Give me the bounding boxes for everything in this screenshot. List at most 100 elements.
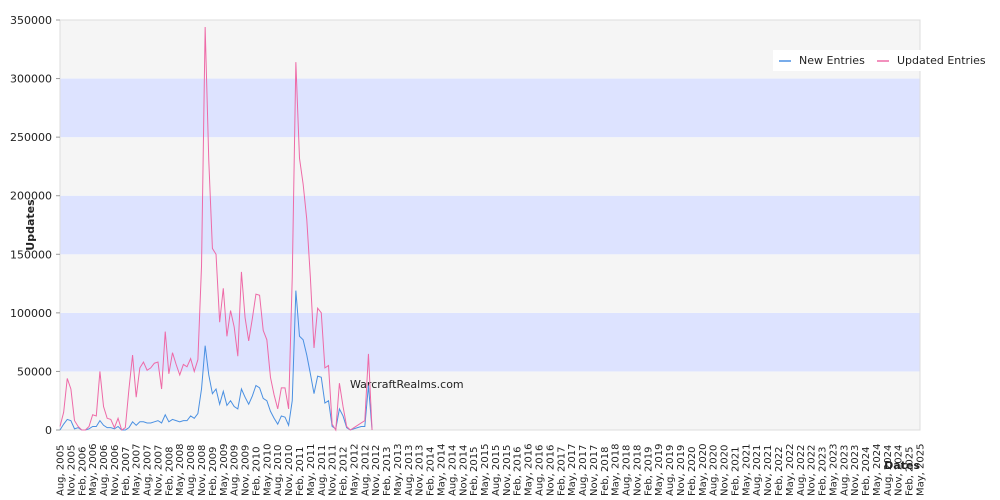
- x-tick-label: Aug, 2006: [99, 445, 110, 496]
- series-line: [59, 27, 373, 432]
- x-axis-label: Dates: [884, 459, 920, 472]
- x-tick-label: Feb, 2021: [730, 446, 741, 496]
- y-tick-label: 0: [45, 424, 52, 437]
- x-tick-label: Feb, 2022: [774, 446, 785, 496]
- x-tick-label: Feb, 2013: [382, 446, 393, 496]
- x-tick-label: Nov, 2010: [284, 445, 295, 496]
- x-tick-label: May, 2025: [916, 444, 927, 496]
- y-tick-label: 150000: [10, 248, 52, 261]
- x-tick-label: Nov, 2012: [371, 445, 382, 496]
- x-tick-label: Aug, 2005: [56, 445, 67, 496]
- x-tick-label: Aug, 2011: [317, 445, 328, 496]
- grid-band: [60, 195, 920, 255]
- x-tick-label: Nov, 2018: [632, 445, 643, 496]
- x-tick-label: Feb, 2012: [339, 446, 350, 496]
- x-tick-label: May, 2007: [132, 444, 143, 496]
- x-tick-label: Aug, 2007: [143, 445, 154, 496]
- x-tick-label: May, 2023: [828, 444, 839, 496]
- grid-band: [60, 78, 920, 138]
- plot-frame: [59, 19, 921, 431]
- x-tick-label: Nov, 2017: [589, 445, 600, 496]
- x-tick-label: May, 2014: [437, 444, 448, 496]
- x-tick-label: May, 2012: [349, 444, 360, 496]
- x-tick-label: Feb, 2016: [513, 446, 524, 496]
- x-tick-label: Feb, 2024: [861, 446, 872, 496]
- x-tick-label: May, 2024: [872, 444, 883, 496]
- legend-label: Updated Entries: [897, 54, 986, 67]
- x-tick-label: May, 2008: [175, 444, 186, 496]
- x-tick-label: May, 2009: [219, 444, 230, 496]
- y-tick-label: 350000: [10, 14, 52, 27]
- x-tick-label: Aug, 2015: [491, 445, 502, 496]
- y-axis-label: Updates: [24, 199, 37, 251]
- x-tick-label: Aug, 2017: [578, 445, 589, 496]
- x-tick-label: Feb, 2014: [426, 446, 437, 496]
- x-tick-label: Feb, 2009: [208, 446, 219, 496]
- grid-band: [60, 254, 920, 313]
- x-tick-label: May, 2022: [785, 444, 796, 496]
- x-tick-label: Feb, 2018: [600, 446, 611, 496]
- grid-band: [60, 371, 920, 430]
- x-tick-label: Nov, 2005: [66, 445, 77, 496]
- y-tick-label: 250000: [10, 131, 52, 144]
- x-tick-label: Nov, 2016: [545, 445, 556, 496]
- x-tick-label: Nov, 2021: [763, 445, 774, 496]
- x-tick-label: Aug, 2009: [230, 445, 241, 496]
- legend-label: New Entries: [799, 54, 865, 67]
- x-tick-label: Aug, 2019: [665, 445, 676, 496]
- y-tick-label: 200000: [10, 190, 52, 203]
- x-tick-label: Nov, 2006: [110, 445, 121, 496]
- x-tick-label: Aug, 2008: [186, 445, 197, 496]
- x-tick-label: May, 2017: [567, 444, 578, 496]
- x-tick-label: May, 2015: [480, 444, 491, 496]
- x-tick-label: Aug, 2014: [447, 445, 458, 496]
- x-tick-label: Aug, 2021: [752, 445, 763, 496]
- x-tick-label: Nov, 2009: [241, 445, 252, 496]
- x-tick-label: May, 2010: [262, 444, 273, 496]
- x-tick-label: May, 2013: [393, 444, 404, 496]
- x-tick-label: Feb, 2008: [164, 446, 175, 496]
- x-tick-label: May, 2019: [654, 444, 665, 496]
- x-tick-label: Nov, 2008: [197, 445, 208, 496]
- x-tick-label: Aug, 2016: [534, 445, 545, 496]
- x-tick-label: Aug, 2023: [839, 445, 850, 496]
- x-tick-label: Nov, 2019: [676, 445, 687, 496]
- x-tick-label: Feb, 2023: [818, 446, 829, 496]
- y-tick-label: 300000: [10, 73, 52, 86]
- x-tick-label: Nov, 2024: [894, 445, 905, 496]
- x-tick-label: Aug, 2010: [273, 445, 284, 496]
- x-tick-label: Aug, 2022: [796, 445, 807, 496]
- x-tick-label: Nov, 2011: [328, 445, 339, 496]
- x-tick-label: Feb, 2019: [643, 446, 654, 496]
- x-tick-label: Nov, 2014: [458, 445, 469, 496]
- x-tick-label: Nov, 2007: [153, 445, 164, 496]
- y-tick-label: 100000: [10, 307, 52, 320]
- x-tick-label: Feb, 2020: [687, 446, 698, 496]
- x-tick-label: Aug, 2012: [360, 445, 371, 496]
- x-tick-label: May, 2020: [698, 444, 709, 496]
- series-line: [59, 290, 373, 431]
- x-tick-label: Feb, 2007: [121, 446, 132, 496]
- x-tick-label: May, 2016: [524, 444, 535, 496]
- x-tick-label: Feb, 2015: [469, 446, 480, 496]
- x-tick-label: Aug, 2018: [622, 445, 633, 496]
- x-tick-label: Feb, 2006: [77, 446, 88, 496]
- x-tick-label: May, 2011: [306, 444, 317, 496]
- x-tick-label: Feb, 2010: [251, 446, 262, 496]
- x-tick-label: May, 2021: [741, 444, 752, 496]
- y-tick-label: 50000: [17, 365, 52, 378]
- plot-bands: [60, 20, 920, 430]
- x-tick-label: Nov, 2013: [415, 445, 426, 496]
- x-tick-label: Nov, 2022: [807, 445, 818, 496]
- x-tick-label: Nov, 2023: [850, 445, 861, 496]
- x-tick-label: Nov, 2015: [502, 445, 513, 496]
- x-tick-label: Feb, 2011: [295, 446, 306, 496]
- x-tick-label: May, 2018: [611, 444, 622, 496]
- annotation: WarcraftRealms.com: [350, 378, 464, 391]
- x-tick-label: Aug, 2020: [709, 445, 720, 496]
- x-tick-label: May, 2006: [88, 444, 99, 496]
- x-tick-label: Aug, 2024: [883, 445, 894, 496]
- grid-band: [60, 137, 920, 196]
- x-tick-label: Aug, 2013: [404, 445, 415, 496]
